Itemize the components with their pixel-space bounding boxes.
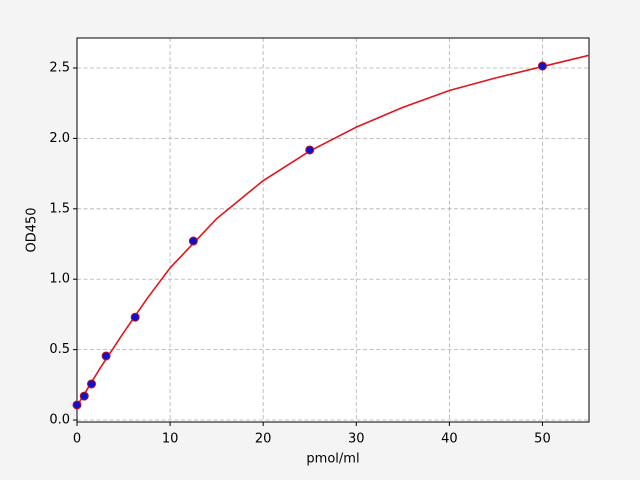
fit-curve [77, 54, 589, 407]
data-point [188, 236, 198, 246]
data-point [87, 379, 97, 389]
data-point [79, 391, 89, 401]
x-tick-label: 10 [162, 432, 179, 447]
data-point [101, 351, 111, 361]
y-tick-label: 1.0 [49, 272, 70, 287]
plot-area [77, 38, 589, 422]
plot-frame [76, 37, 590, 423]
x-tick-label: 50 [534, 432, 551, 447]
data-point [130, 312, 140, 322]
y-tick-label: 0.5 [49, 342, 70, 357]
x-axis-label: pmol/ml [306, 452, 359, 467]
x-tick-label: 20 [255, 432, 272, 447]
data-point [305, 145, 315, 155]
data-point [537, 61, 547, 71]
y-tick-label: 2.0 [49, 131, 70, 146]
y-tick-label: 0.0 [49, 413, 70, 428]
data-point [72, 400, 82, 410]
y-axis-label: OD450 [25, 207, 40, 252]
x-tick-label: 30 [348, 432, 365, 447]
x-tick-label: 0 [73, 432, 81, 447]
y-tick-label: 2.5 [49, 60, 70, 75]
x-tick-label: 40 [441, 432, 458, 447]
y-tick-label: 1.5 [49, 201, 70, 216]
